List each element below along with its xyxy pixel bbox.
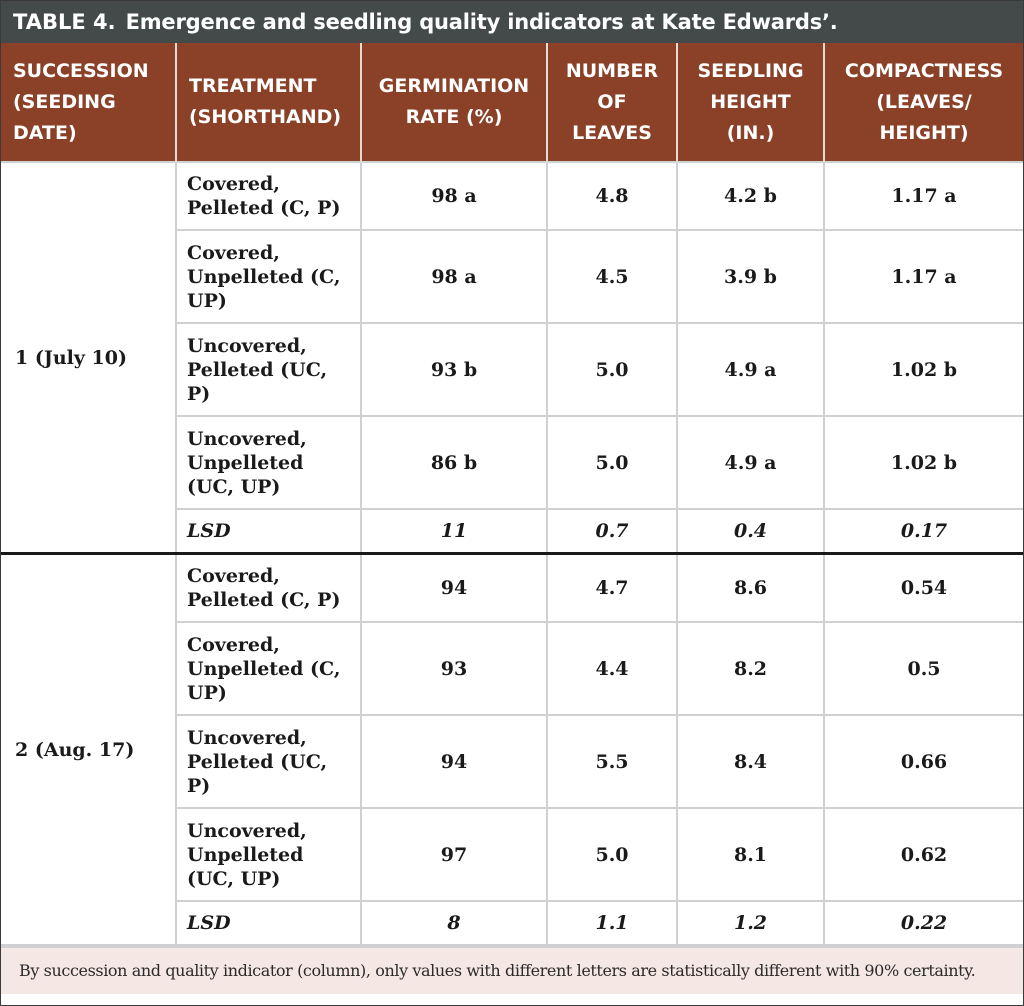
- leaves-cell: 4.5: [546, 229, 678, 324]
- lsd-height: 0.4: [676, 508, 825, 555]
- compactness-cell: 1.17 a: [823, 161, 1023, 231]
- germination-cell: 94: [360, 714, 548, 809]
- header-succession: SUCCESSION (SEEDING DATE): [1, 43, 176, 162]
- succession-cell: 2 (Aug. 17): [1, 552, 177, 946]
- leaves-cell: 5.0: [546, 322, 678, 417]
- compactness-cell: 1.02 b: [823, 322, 1023, 417]
- leaves-cell: 5.0: [546, 415, 678, 510]
- lsd-leaves: 0.7: [546, 508, 678, 555]
- germination-cell: 98 a: [360, 161, 548, 231]
- header-compactness: COMPACTNESS (LEAVES/ HEIGHT): [823, 43, 1023, 162]
- lsd-row: LSD 11 0.7 0.4 0.17: [1, 508, 1023, 555]
- lsd-compactness: 0.17: [823, 508, 1023, 555]
- table-caption: Emergence and seedling quality indicator…: [125, 10, 838, 34]
- header-row: SUCCESSION (SEEDING DATE) TREATMENT (SHO…: [1, 43, 1023, 162]
- treatment-cell: Covered, Unpelleted (C, UP): [176, 621, 362, 716]
- header-germination-rate: GERMINATION RATE (%): [360, 43, 547, 162]
- height-cell: 8.4: [676, 714, 825, 809]
- treatment-cell: Uncovered, Pelleted (UC, P): [176, 322, 362, 417]
- table-row: Uncovered, Unpelleted (UC, UP) 97 5.0 8.…: [1, 807, 1023, 902]
- treatment-cell: Covered, Unpelleted (C, UP): [176, 229, 362, 324]
- height-cell: 4.9 a: [676, 415, 825, 510]
- germination-cell: 93: [360, 621, 548, 716]
- compactness-cell: 1.02 b: [823, 415, 1023, 510]
- compactness-cell: 0.5: [823, 621, 1023, 716]
- lsd-height: 1.2: [676, 900, 825, 946]
- lsd-label: LSD: [176, 900, 362, 946]
- compactness-cell: 0.54: [823, 552, 1023, 623]
- height-cell: 3.9 b: [676, 229, 825, 324]
- treatment-cell: Covered, Pelleted (C, P): [175, 161, 362, 231]
- table-row: Uncovered, Unpelleted (UC, UP) 86 b 5.0 …: [1, 415, 1023, 510]
- treatment-cell: Uncovered, Pelleted (UC, P): [176, 714, 362, 809]
- treatment-cell: Covered, Pelleted (C, P): [175, 552, 362, 623]
- lsd-germination: 8: [360, 900, 548, 946]
- succession-cell: 1 (July 10): [1, 161, 177, 555]
- table-row: Uncovered, Pelleted (UC, P) 94 5.5 8.4 0…: [1, 714, 1023, 809]
- compactness-cell: 0.62: [823, 807, 1023, 902]
- treatment-cell: Uncovered, Unpelleted (UC, UP): [176, 807, 362, 902]
- compactness-cell: 0.66: [823, 714, 1023, 809]
- leaves-cell: 4.8: [546, 161, 678, 231]
- germination-cell: 98 a: [360, 229, 548, 324]
- germination-cell: 93 b: [360, 322, 548, 417]
- leaves-cell: 5.0: [546, 807, 678, 902]
- lsd-row: LSD 8 1.1 1.2 0.22: [1, 900, 1023, 946]
- lsd-compactness: 0.22: [823, 900, 1023, 946]
- table-title: TABLE 4. Emergence and seedling quality i…: [1, 1, 1023, 43]
- table-row: Uncovered, Pelleted (UC, P) 93 b 5.0 4.9…: [1, 322, 1023, 417]
- table-row: Covered, Unpelleted (C, UP) 98 a 4.5 3.9…: [1, 229, 1023, 324]
- table-row: 2 (Aug. 17) Covered, Pelleted (C, P) 94 …: [1, 552, 1023, 946]
- header-seedling-height: SEEDLING HEIGHT (IN.): [676, 43, 824, 162]
- germination-cell: 97: [360, 807, 548, 902]
- lsd-label: LSD: [176, 508, 362, 555]
- lsd-leaves: 1.1: [546, 900, 678, 946]
- height-cell: 8.1: [676, 807, 825, 902]
- lsd-germination: 11: [360, 508, 548, 555]
- table-number: TABLE 4.: [13, 10, 116, 34]
- data-table: SUCCESSION (SEEDING DATE) TREATMENT (SHO…: [1, 43, 1023, 946]
- height-cell: 4.2 b: [676, 161, 825, 231]
- leaves-cell: 4.4: [546, 621, 678, 716]
- header-treatment: TREATMENT (SHORTHAND): [175, 43, 361, 162]
- germination-cell: 94: [360, 552, 548, 623]
- treatment-cell: Uncovered, Unpelleted (UC, UP): [176, 415, 362, 510]
- leaves-cell: 5.5: [546, 714, 678, 809]
- table-row: 1 (July 10) Covered, Pelleted (C, P) 98 …: [1, 161, 1023, 555]
- leaves-cell: 4.7: [546, 552, 678, 623]
- header-number-of-leaves: NUMBER OF LEAVES: [546, 43, 677, 162]
- table-row: Covered, Unpelleted (C, UP) 93 4.4 8.2 0…: [1, 621, 1023, 716]
- table-footnote: By succession and quality indicator (col…: [1, 946, 1023, 994]
- germination-cell: 86 b: [360, 415, 548, 510]
- height-cell: 4.9 a: [676, 322, 825, 417]
- compactness-cell: 1.17 a: [823, 229, 1023, 324]
- height-cell: 8.6: [676, 552, 825, 623]
- height-cell: 8.2: [676, 621, 825, 716]
